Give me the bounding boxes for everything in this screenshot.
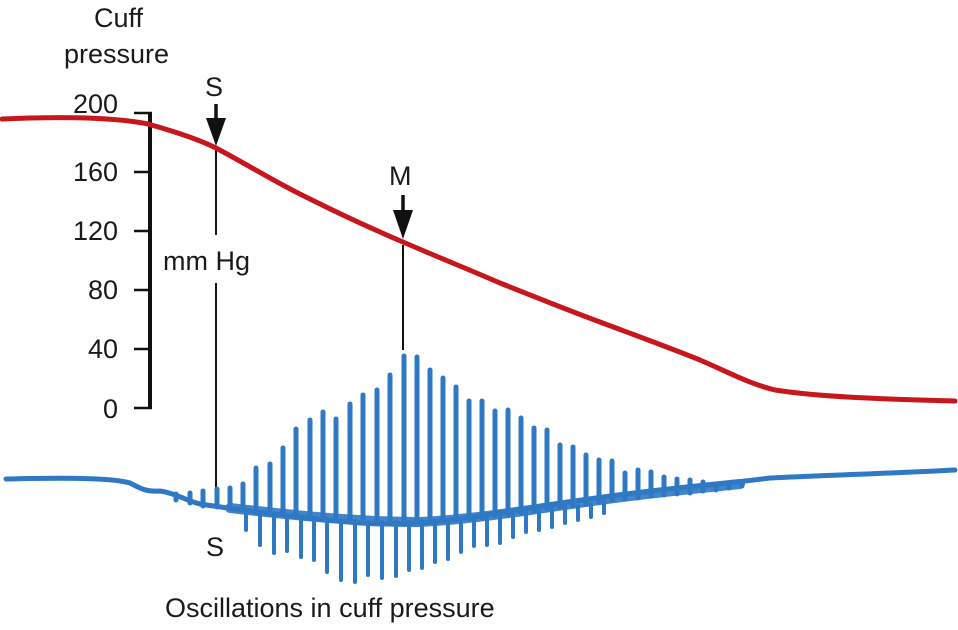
cuff-pressure-curve bbox=[0, 115, 958, 404]
tick-label-40: 40 bbox=[87, 334, 118, 364]
mean-label: M bbox=[389, 161, 412, 191]
systolic-label-bottom: S bbox=[206, 532, 225, 562]
mean-arrow-icon bbox=[393, 195, 413, 239]
systolic-label-top: S bbox=[205, 72, 224, 102]
tick-label-80: 80 bbox=[87, 275, 118, 305]
tick-label-120: 120 bbox=[72, 216, 118, 246]
y-axis-title-line2: pressure bbox=[64, 39, 170, 69]
oscillation-spikes bbox=[173, 353, 745, 525]
tick-label-200: 200 bbox=[72, 89, 118, 119]
y-axis-title-line1: Cuff bbox=[94, 3, 144, 33]
tick-label-0: 0 bbox=[102, 394, 118, 424]
unit-label: mm Hg bbox=[163, 246, 250, 276]
oscillation-dips bbox=[244, 500, 606, 584]
bottom-caption: Oscillations in cuff pressure bbox=[165, 593, 495, 623]
tick-label-160: 160 bbox=[72, 157, 118, 187]
systolic-arrow-icon bbox=[206, 104, 226, 146]
oscillation-band bbox=[225, 479, 745, 528]
y-axis bbox=[134, 111, 152, 410]
